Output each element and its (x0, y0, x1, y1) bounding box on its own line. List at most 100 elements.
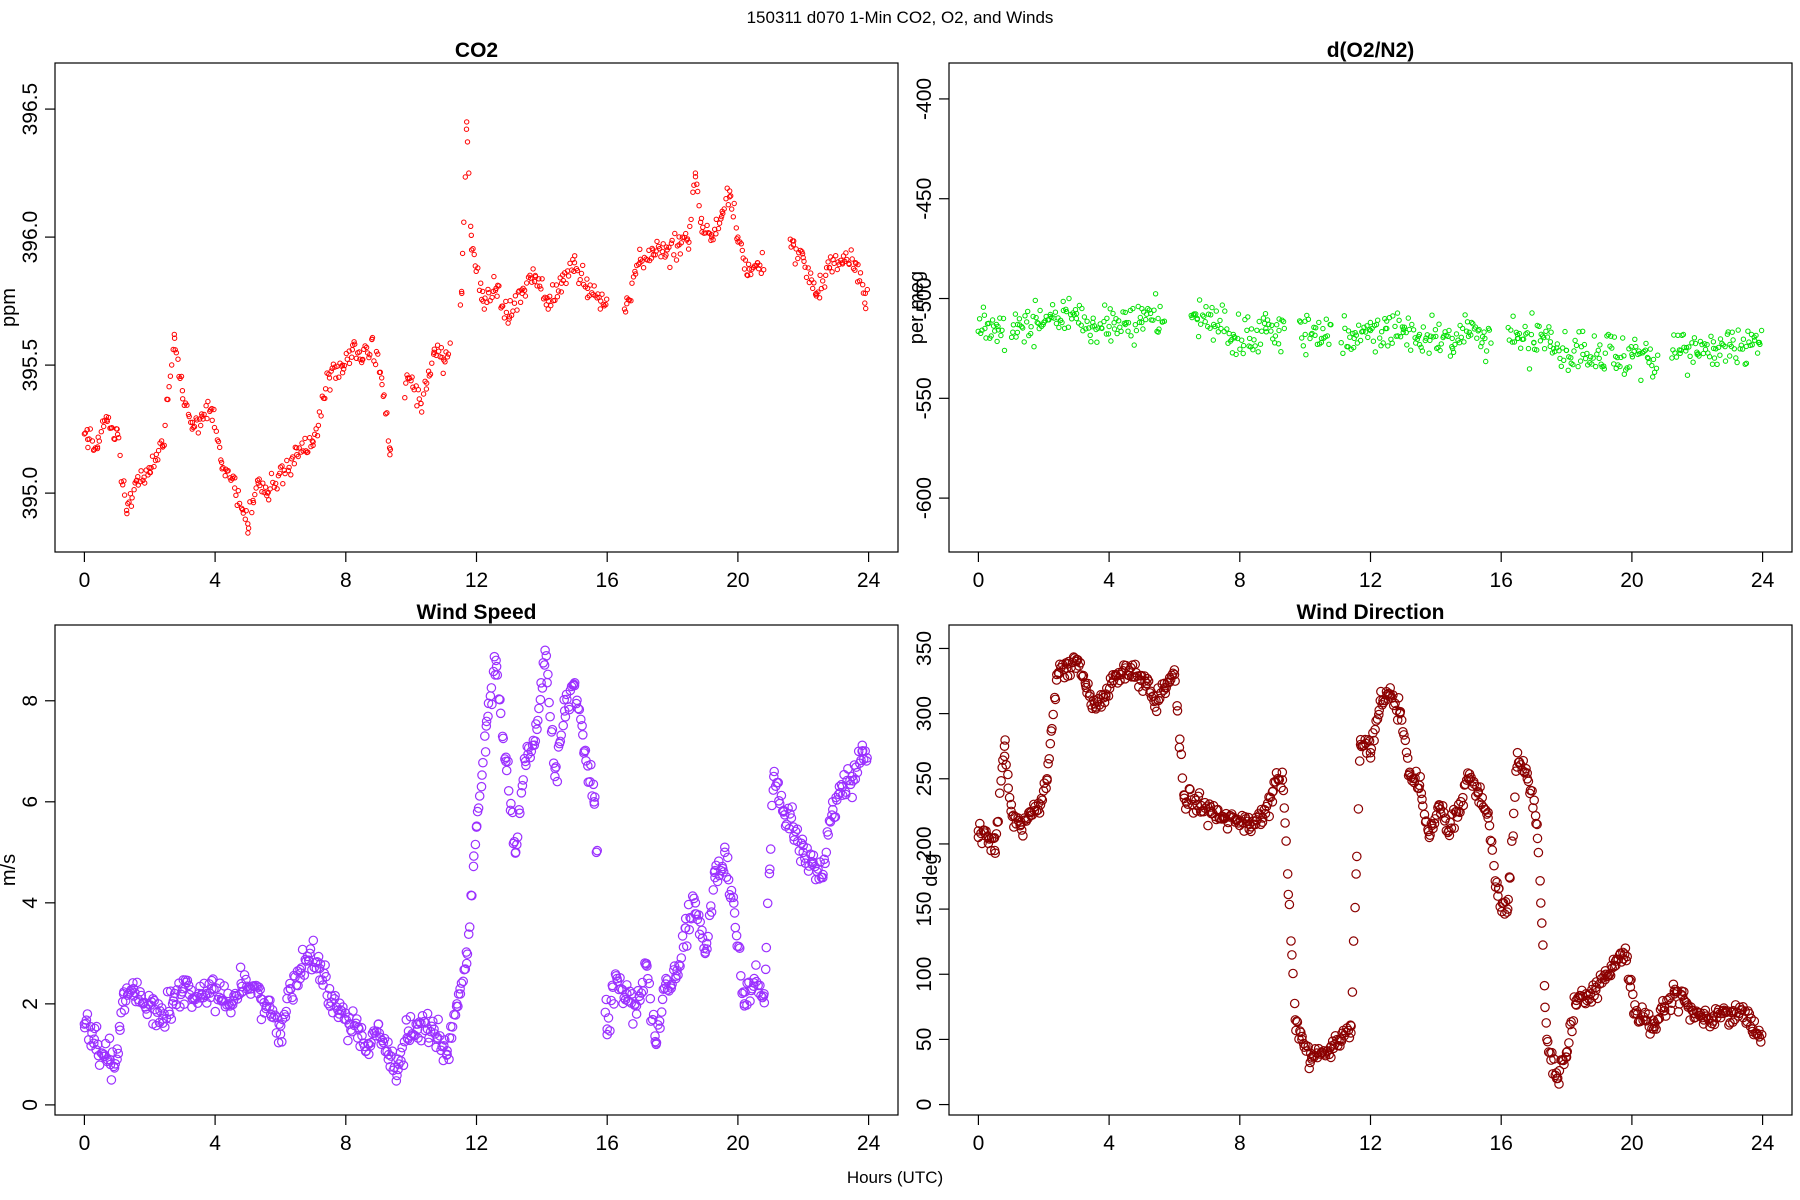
data-point (427, 371, 434, 377)
data-point (640, 265, 647, 271)
data-point (1602, 350, 1609, 356)
data-point (1407, 775, 1417, 786)
data-point (483, 711, 493, 722)
x-tick-label: 16 (1490, 1132, 1513, 1155)
y-tick-label: 300 (913, 696, 936, 731)
data-point (674, 243, 681, 249)
x-tick-label: 8 (340, 569, 352, 592)
data-point (1250, 347, 1256, 353)
data-point (852, 267, 858, 273)
data-point (1476, 326, 1482, 333)
data-point (1744, 1008, 1755, 1019)
data-point (1375, 317, 1381, 323)
data-point (644, 978, 655, 989)
data-point (1155, 329, 1161, 335)
data-point (1575, 363, 1581, 370)
data-point (580, 745, 591, 756)
data-point (106, 1075, 117, 1085)
data-point (1143, 316, 1149, 323)
data-point (716, 220, 723, 226)
data-point (1595, 347, 1602, 353)
data-point (341, 362, 348, 369)
data-point (1353, 804, 1364, 814)
data-point (1063, 308, 1070, 315)
data-point (844, 256, 850, 263)
data-point (647, 1014, 658, 1025)
data-point (676, 953, 687, 963)
data-point (1242, 316, 1248, 323)
data-point (543, 302, 549, 308)
data-point (1624, 365, 1630, 371)
data-point (702, 944, 712, 954)
x-tick-label: 0 (973, 569, 985, 592)
data-point (172, 347, 178, 353)
data-point (280, 481, 286, 487)
data-point (312, 431, 318, 437)
data-point (577, 277, 583, 283)
data-point (690, 189, 696, 195)
data-point (529, 279, 535, 285)
data-point (1400, 329, 1406, 336)
data-point (603, 301, 609, 308)
data-point (1547, 1047, 1557, 1058)
data-point (762, 898, 773, 909)
data-point (460, 964, 471, 974)
data-point (486, 290, 492, 296)
data-point (1194, 316, 1200, 323)
data-point (547, 293, 553, 299)
y-tick-label: 250 (913, 761, 936, 796)
x-tick-label: 0 (973, 1132, 985, 1155)
data-point (1562, 328, 1568, 335)
data-point (1103, 691, 1114, 701)
data-points (81, 119, 870, 536)
data-point (1521, 763, 1531, 774)
data-point (322, 386, 329, 392)
data-point (1608, 333, 1614, 339)
data-point (1030, 801, 1040, 812)
data-point (1717, 336, 1724, 342)
data-point (353, 355, 360, 361)
data-point (1094, 699, 1105, 710)
data-point (1014, 329, 1021, 336)
data-point (786, 813, 797, 823)
data-point (1128, 333, 1134, 339)
data-point (222, 473, 228, 479)
data-point (314, 433, 321, 439)
data-point (532, 715, 543, 726)
data-point (1224, 326, 1230, 332)
data-point (1533, 847, 1544, 858)
data-point (495, 694, 505, 705)
data-point (1558, 363, 1565, 369)
data-point (1053, 320, 1060, 327)
data-point (719, 847, 730, 858)
data-point (1179, 790, 1190, 801)
data-point (1065, 324, 1072, 330)
data-point (479, 731, 490, 741)
data-point (343, 1035, 353, 1046)
data-point (989, 317, 996, 323)
data-point (359, 359, 365, 366)
data-point (1617, 363, 1623, 370)
data-point (1239, 337, 1245, 343)
data-point (709, 234, 715, 240)
data-point (1637, 1002, 1647, 1012)
data-point (89, 438, 96, 444)
y-tick-label: 396.5 (19, 83, 42, 136)
data-point (529, 740, 540, 750)
x-tick-label: 0 (79, 1132, 91, 1155)
data-point (1034, 319, 1040, 326)
data-point (1010, 322, 1017, 328)
data-point (1348, 936, 1359, 946)
data-point (307, 964, 317, 975)
data-point (1436, 321, 1442, 327)
data-point (470, 246, 476, 252)
data-point (247, 499, 253, 505)
data-point (1475, 782, 1485, 792)
data-point (1503, 894, 1513, 905)
data-point (1305, 316, 1312, 322)
data-point (330, 990, 340, 1001)
data-point (1136, 670, 1147, 681)
data-point (1094, 339, 1100, 345)
data-point (694, 181, 700, 187)
data-point (276, 1037, 287, 1047)
